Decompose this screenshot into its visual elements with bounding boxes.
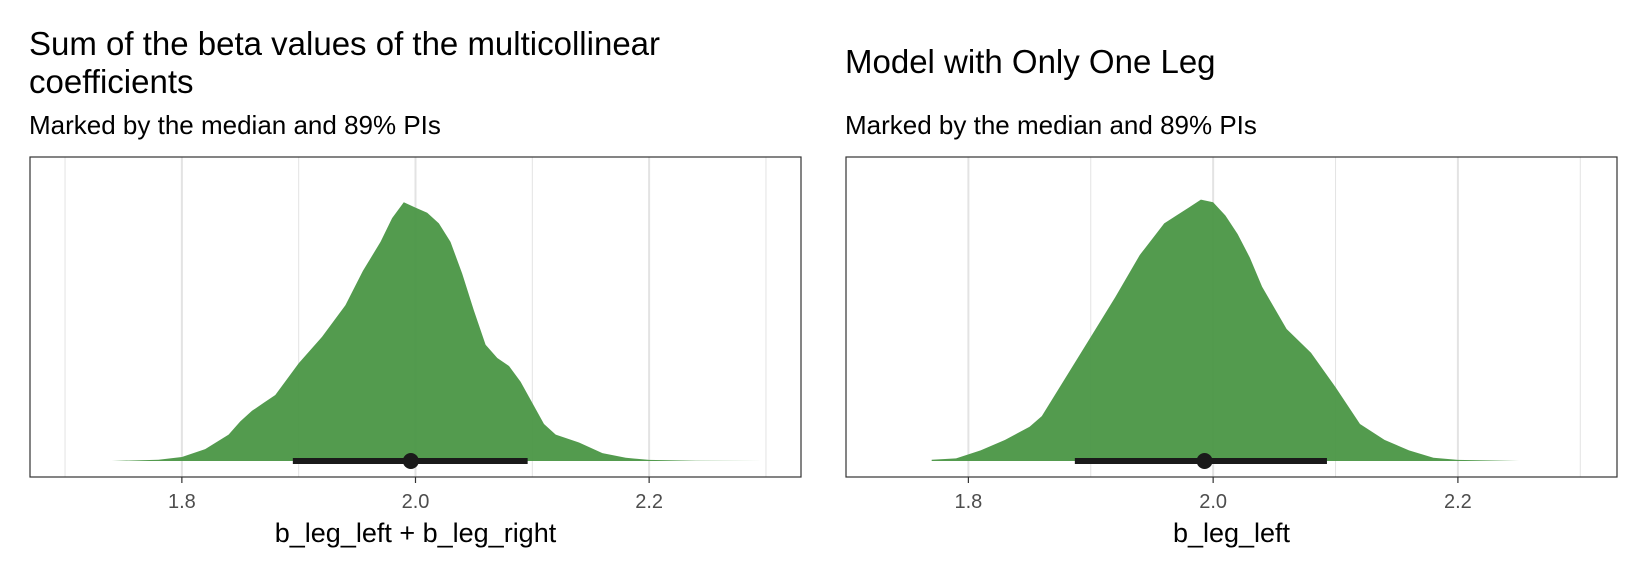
x-tick-label: 2.0 [402, 491, 430, 513]
left-chart-panel: Sum of the beta values of the multicolli… [29, 25, 802, 548]
density-area [111, 202, 767, 462]
density-area [931, 199, 1520, 461]
plot-border [845, 156, 1618, 478]
chart-title: Model with Only One Leg [845, 43, 1216, 80]
right-chart-panel: Model with Only One Leg Marked by the me… [816, 0, 1632, 576]
chart-subtitle: Marked by the median and 89% PIs [845, 110, 1257, 140]
median-point [1196, 453, 1213, 469]
chart-title: Sum of the beta values of the multicolli… [29, 25, 661, 100]
x-axis-label: b_leg_left + b_leg_right [275, 518, 557, 548]
x-tick-label: 1.8 [954, 491, 982, 513]
density-plot-right: 1.8 2.0 2.2 b_leg_left [845, 156, 1618, 548]
density-plot-left: 1.8 2.0 2.2 b_leg_left + b_leg_right [29, 156, 802, 548]
median-point [402, 453, 419, 469]
x-tick-label: 1.8 [168, 491, 196, 513]
x-tick-label: 2.0 [1199, 491, 1227, 513]
x-tick-label: 2.2 [635, 491, 663, 513]
x-axis-label: b_leg_left [1173, 518, 1291, 548]
x-tick-label: 2.2 [1444, 491, 1472, 513]
chart-subtitle: Marked by the median and 89% PIs [29, 110, 441, 140]
